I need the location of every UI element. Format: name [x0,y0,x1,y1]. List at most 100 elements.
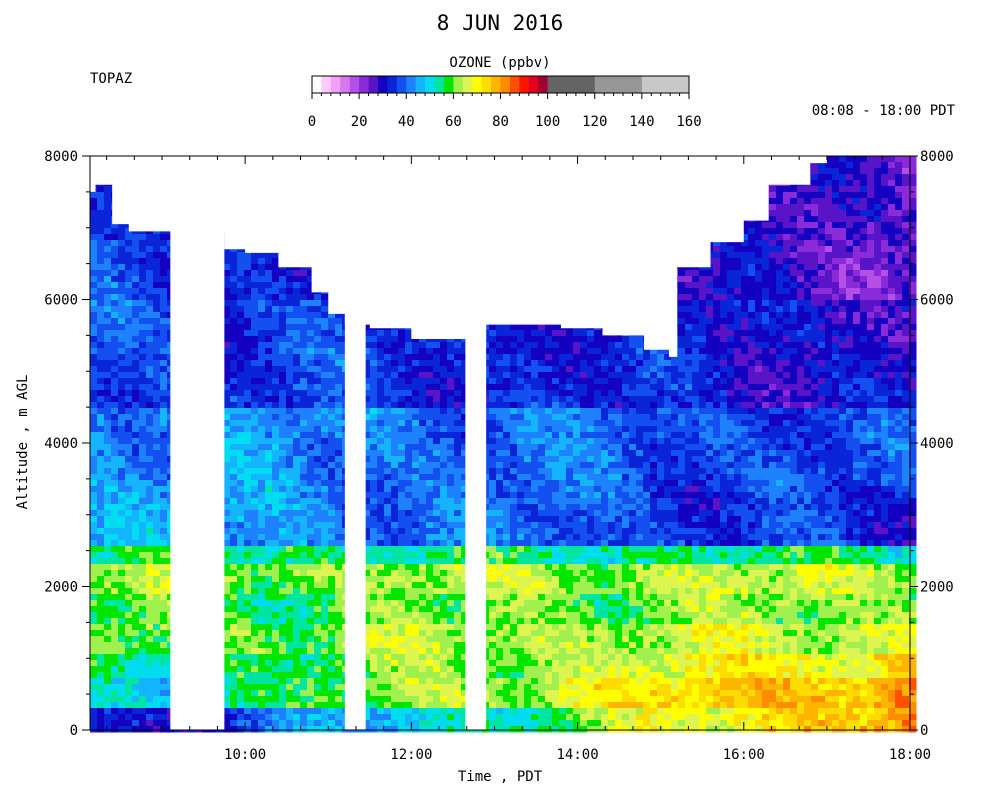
heatmap-cell [139,480,147,487]
heatmap-cell [398,642,406,649]
heatmap-cell [97,708,105,715]
heatmap-cell [391,546,399,553]
heatmap-cell [90,672,98,679]
heatmap-cell [335,438,343,445]
heatmap-cell [384,480,392,487]
heatmap-cell [405,336,413,343]
heatmap-cell [307,660,315,667]
heatmap-cell [90,456,98,463]
heatmap-cell [244,372,252,379]
heatmap-cell [335,330,343,337]
heatmap-cell [111,534,119,541]
heatmap-cell [244,624,252,631]
heatmap-cell [160,312,168,319]
heatmap-cell [258,516,266,523]
heatmap-cell [258,504,266,511]
heatmap-cell [426,498,434,505]
heatmap-cell [223,402,231,409]
heatmap-cell [244,660,252,667]
heatmap-cell [377,450,385,457]
heatmap-cell [118,678,126,685]
heatmap-cell [265,486,273,493]
heatmap-cell [391,702,399,709]
heatmap-cell [321,570,329,577]
heatmap-cell [230,408,238,415]
heatmap-cell [223,366,231,373]
heatmap-cell [440,420,448,427]
heatmap-cell [335,726,343,733]
heatmap-cell [223,708,231,715]
heatmap-cell [118,228,126,235]
heatmap-cell [104,528,112,535]
heatmap-cell [272,420,280,427]
heatmap-cell [363,624,371,631]
heatmap-cell [293,390,301,397]
heatmap-cell [321,354,329,361]
heatmap-cell [230,330,238,337]
heatmap-cell [251,318,259,325]
heatmap-cell [433,636,441,643]
heatmap-cell [160,696,168,703]
heatmap-cell [237,450,245,457]
heatmap-cell [363,354,371,361]
heatmap-cell [125,660,133,667]
heatmap-cell [314,660,322,667]
heatmap-cell [370,630,378,637]
heatmap-cell [97,648,105,655]
heatmap-cell [328,516,336,523]
heatmap-cell [300,534,308,541]
heatmap-cell [265,462,273,469]
heatmap-cell [398,438,406,445]
heatmap-cell [125,714,133,721]
heatmap-cell [132,714,140,721]
heatmap-cell [125,306,133,313]
heatmap-cell [118,726,126,733]
heatmap-cell [307,516,315,523]
heatmap-cell [335,342,343,349]
heatmap-cell [90,498,98,505]
heatmap-cell [293,318,301,325]
heatmap-cell [230,384,238,391]
heatmap-cell [440,468,448,475]
heatmap-cell [258,324,266,331]
heatmap-cell [419,642,427,649]
heatmap-cell [125,366,133,373]
heatmap-cell [328,378,336,385]
heatmap-cell [412,372,420,379]
heatmap-cell [279,276,287,283]
heatmap-cell [440,546,448,553]
heatmap-cell [321,516,329,523]
heatmap-cell [412,690,420,697]
heatmap-cell [146,450,154,457]
heatmap-cell [111,420,119,427]
heatmap-cell [419,606,427,613]
heatmap-cell [223,348,231,355]
heatmap-cell [244,522,252,529]
heatmap-cell [230,708,238,715]
heatmap-cell [384,474,392,481]
heatmap-cell [391,414,399,421]
heatmap-cell [146,696,154,703]
heatmap-cell [223,540,231,547]
heatmap-cell [160,690,168,697]
heatmap-cell [433,618,441,625]
heatmap-cell [314,666,322,673]
heatmap-cell [160,240,168,247]
heatmap-cell [111,342,119,349]
heatmap-cell [293,588,301,595]
colorbar-title: OZONE (ppbv) [449,55,550,71]
heatmap-cell [118,594,126,601]
heatmap-cell [118,450,126,457]
heatmap-cell [363,372,371,379]
heatmap-cell [265,684,273,691]
heatmap-cell [377,630,385,637]
heatmap-cell [111,366,119,373]
heatmap-cell [321,384,329,391]
heatmap-cell [160,282,168,289]
colorbar: 0 20 40 60 80 100 120 140 160 [308,75,702,130]
heatmap-cell [132,594,140,601]
heatmap-cell [132,666,140,673]
heatmap-cell [223,468,231,475]
heatmap-cell [160,588,168,595]
heatmap-cell [139,444,147,451]
